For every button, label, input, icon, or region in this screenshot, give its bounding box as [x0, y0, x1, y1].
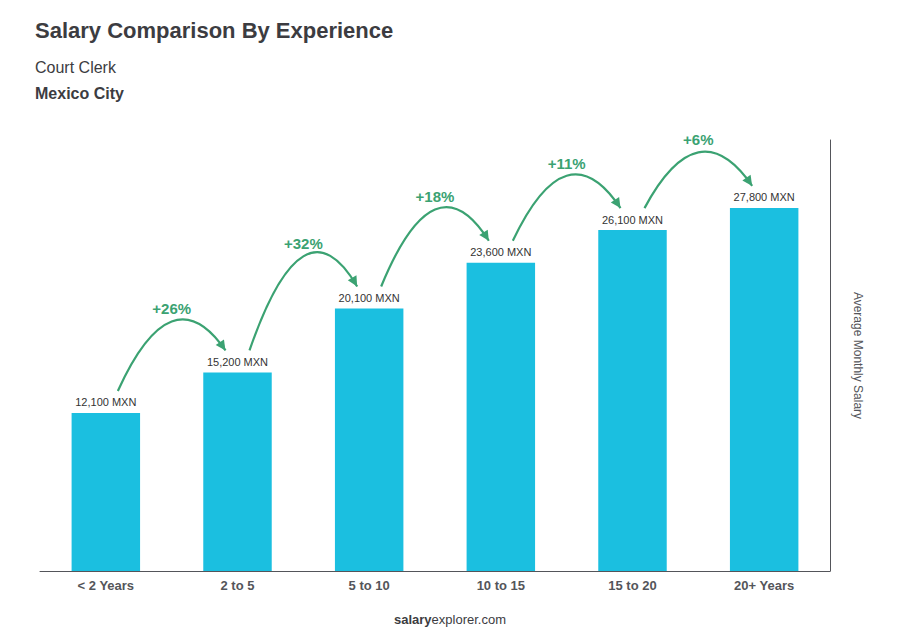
- svg-text:explorer.com: explorer.com: [432, 612, 506, 627]
- svg-text:< 2 Years: < 2 Years: [78, 578, 135, 593]
- svg-text:20+ Years: 20+ Years: [734, 578, 794, 593]
- svg-text:Salary Comparison By Experienc: Salary Comparison By Experience: [35, 18, 393, 43]
- svg-text:26,100 MXN: 26,100 MXN: [602, 214, 663, 226]
- svg-text:12,100 MXN: 12,100 MXN: [75, 396, 136, 408]
- svg-text:10 to 15: 10 to 15: [477, 578, 525, 593]
- svg-text:+11%: +11%: [548, 155, 586, 172]
- svg-text:Mexico City: Mexico City: [35, 85, 124, 102]
- svg-text:salary: salary: [394, 612, 432, 627]
- svg-text:2 to 5: 2 to 5: [221, 578, 255, 593]
- svg-text:+18%: +18%: [416, 188, 455, 205]
- svg-text:Court Clerk: Court Clerk: [35, 59, 117, 76]
- svg-text:23,600 MXN: 23,600 MXN: [470, 246, 531, 258]
- svg-text:Average Monthly Salary: Average Monthly Salary: [851, 292, 865, 419]
- svg-text:27,800 MXN: 27,800 MXN: [734, 191, 795, 203]
- svg-text:+32%: +32%: [284, 235, 323, 252]
- svg-text:+26%: +26%: [152, 300, 191, 317]
- svg-text:+6%: +6%: [683, 131, 713, 148]
- svg-text:15,200 MXN: 15,200 MXN: [207, 356, 268, 368]
- svg-text:15 to 20: 15 to 20: [608, 578, 656, 593]
- svg-text:20,100 MXN: 20,100 MXN: [339, 292, 400, 304]
- svg-text:5 to 10: 5 to 10: [349, 578, 390, 593]
